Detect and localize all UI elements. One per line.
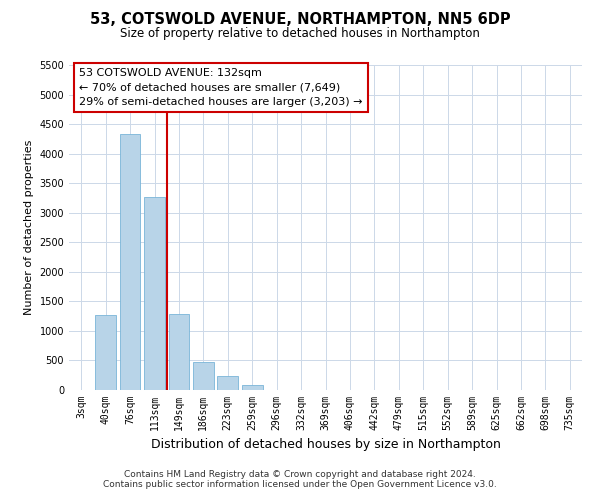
Y-axis label: Number of detached properties: Number of detached properties	[24, 140, 34, 315]
Text: 53, COTSWOLD AVENUE, NORTHAMPTON, NN5 6DP: 53, COTSWOLD AVENUE, NORTHAMPTON, NN5 6D…	[89, 12, 511, 28]
Text: Size of property relative to detached houses in Northampton: Size of property relative to detached ho…	[120, 28, 480, 40]
Bar	[193, 362, 214, 390]
Bar	[119, 134, 140, 390]
Text: Contains public sector information licensed under the Open Government Licence v3: Contains public sector information licen…	[103, 480, 497, 489]
Bar	[217, 376, 238, 390]
Bar	[242, 386, 263, 390]
Bar	[95, 315, 116, 390]
Bar	[144, 198, 165, 390]
X-axis label: Distribution of detached houses by size in Northampton: Distribution of detached houses by size …	[151, 438, 500, 452]
Text: Contains HM Land Registry data © Crown copyright and database right 2024.: Contains HM Land Registry data © Crown c…	[124, 470, 476, 479]
Bar	[169, 314, 190, 390]
Text: 53 COTSWOLD AVENUE: 132sqm
← 70% of detached houses are smaller (7,649)
29% of s: 53 COTSWOLD AVENUE: 132sqm ← 70% of deta…	[79, 68, 363, 107]
